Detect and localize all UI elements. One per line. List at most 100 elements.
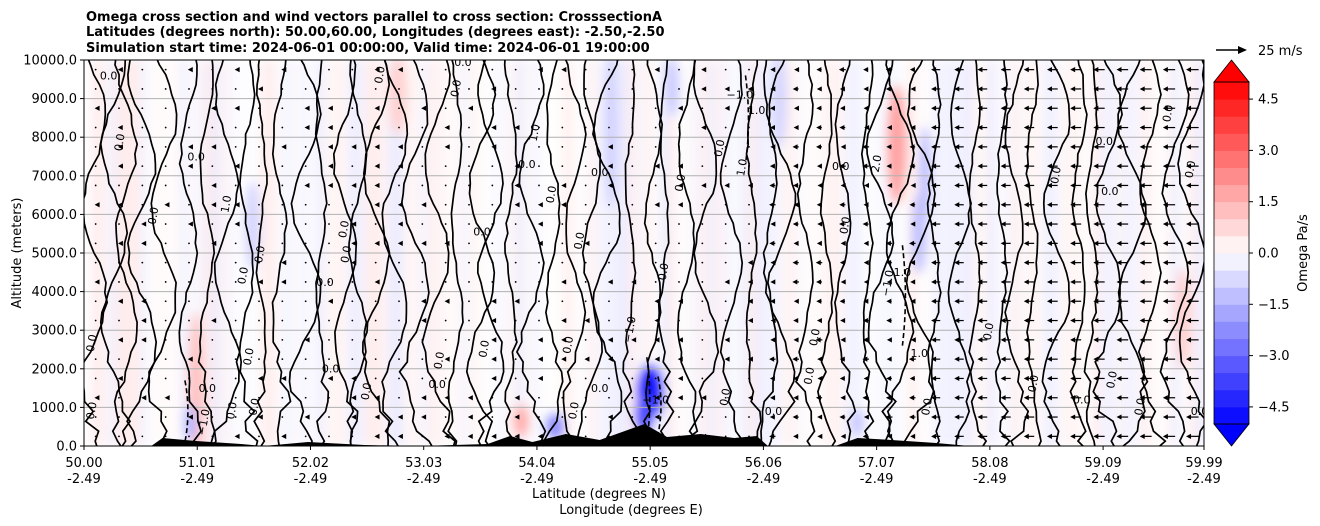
wind-vector: [468, 377, 470, 380]
wind-vector-head: [234, 105, 240, 111]
contour-line: [346, 60, 368, 446]
wind-vector-head: [351, 375, 357, 382]
wind-vector: [141, 261, 144, 264]
wind-vector-head: [467, 395, 473, 401]
wind-vector-head: [1093, 317, 1099, 324]
wind-vector-head: [374, 414, 380, 420]
wind-vector-head: [1186, 182, 1192, 189]
wind-vector: [584, 416, 587, 418]
wind-vector-head: [351, 144, 357, 150]
wind-vector-head: [769, 414, 775, 420]
wind-vector: [164, 184, 167, 187]
wind-vector-head: [1162, 433, 1168, 439]
wind-vector-head: [701, 67, 707, 73]
wind-vector: [444, 338, 447, 341]
wind-vector: [631, 68, 634, 71]
wind-vector: [678, 261, 680, 264]
wind-vector-head: [1116, 67, 1122, 73]
wind-vector: [118, 107, 120, 110]
wind-vector-head: [954, 260, 960, 266]
contour-line: [1117, 60, 1149, 446]
wind-vector-head: [1023, 337, 1029, 343]
wind-vector-head: [234, 221, 240, 227]
wind-vector-head: [514, 298, 520, 304]
wind-vector-head: [816, 144, 822, 150]
wind-vector-head: [1023, 240, 1029, 246]
wind-vector: [351, 165, 354, 168]
wind-vector: [374, 223, 377, 225]
x-tick-label-longitude: -2.49: [520, 472, 554, 487]
wind-vector: [164, 223, 167, 225]
wind-vector-head: [863, 414, 869, 420]
wind-vector-head: [931, 279, 937, 285]
contour-line: [1137, 60, 1167, 446]
wind-vector-head: [839, 124, 845, 131]
wind-vector-head: [977, 317, 983, 324]
wind-vector: [654, 145, 657, 148]
wind-vector: [468, 223, 470, 225]
wind-vector-head: [863, 67, 869, 73]
wind-vector-head: [514, 124, 520, 131]
wind-vector: [514, 261, 517, 264]
wind-vector-head: [631, 279, 637, 285]
wind-vector-head: [444, 395, 450, 401]
wind-vector: [328, 396, 330, 399]
wind-vector-head: [141, 337, 147, 343]
wind-vector: [421, 358, 424, 361]
wind-vector: [374, 338, 377, 341]
wind-vector: [304, 203, 307, 206]
wind-vector-head: [793, 433, 799, 439]
wind-vector: [328, 338, 330, 341]
wind-vector: [608, 261, 610, 264]
contour-line: [1092, 60, 1123, 446]
wind-vector: [258, 319, 260, 322]
wind-vector-head: [1070, 317, 1076, 324]
contour-label: 0.0: [591, 382, 609, 395]
wind-vector-head: [1046, 163, 1052, 169]
wind-vector: [281, 223, 284, 225]
wind-vector-head: [304, 337, 310, 343]
wind-vector-head: [374, 202, 380, 208]
wind-vector-head: [1186, 163, 1192, 169]
contour-label: 0.0: [1073, 394, 1091, 407]
y-tick-label: 9000.0: [32, 92, 78, 107]
wind-vector-head: [1023, 395, 1029, 401]
wind-vector: [258, 242, 260, 245]
wind-vector-head: [1116, 202, 1122, 208]
wind-vector-head: [1000, 356, 1006, 362]
wind-vector-head: [654, 163, 660, 169]
wind-vector-head: [1116, 182, 1122, 189]
wind-vector: [514, 242, 517, 245]
wind-vector: [374, 377, 377, 380]
wind-vector-head: [397, 163, 403, 169]
contour-line: [476, 60, 505, 446]
wind-vector-head: [910, 298, 916, 304]
contour-line: [381, 60, 409, 446]
wind-vector: [491, 107, 494, 110]
wind-vector-head: [141, 240, 147, 246]
wind-vector: [118, 358, 120, 361]
wind-vector-head: [816, 86, 822, 92]
wind-vector: [631, 88, 634, 90]
wind-vector-head: [1186, 395, 1192, 401]
wind-vector-head: [677, 337, 683, 343]
wind-vector-head: [770, 337, 776, 343]
wind-vector: [328, 358, 330, 361]
wind-vector: [561, 396, 564, 399]
wind-vector-head: [1116, 105, 1122, 111]
wind-vector-head: [421, 202, 427, 208]
wind-vector: [421, 184, 424, 187]
wind-vector: [281, 88, 284, 90]
wind-vector-head: [421, 105, 427, 111]
wind-vector-head: [885, 395, 891, 401]
colorbar-tick-label: 1.5: [1258, 195, 1279, 210]
wind-vector: [584, 165, 587, 168]
y-tick-label: 8000.0: [32, 131, 78, 146]
wind-vector-head: [864, 124, 870, 131]
wind-vector-head: [817, 221, 823, 227]
contour-line: [126, 60, 158, 446]
wind-vector-head: [1139, 124, 1145, 131]
wind-vector: [258, 435, 260, 438]
wind-vector-head: [816, 105, 822, 111]
wind-vector: [188, 338, 190, 341]
